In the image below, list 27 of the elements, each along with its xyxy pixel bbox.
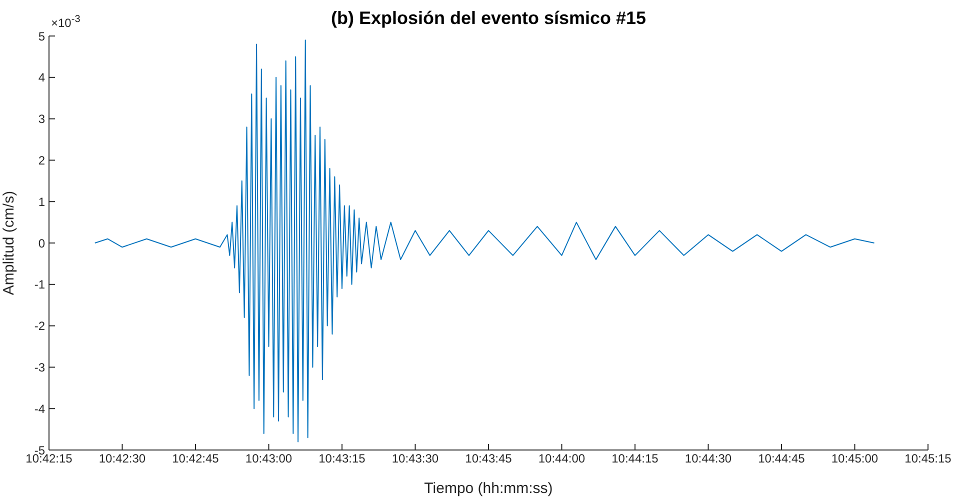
y-tick-label: 1 <box>38 194 46 209</box>
x-tick-label: 10:42:30 <box>98 452 146 466</box>
x-tick-label: 10:43:00 <box>245 452 292 466</box>
x-tick-label: 10:44:45 <box>758 452 806 466</box>
y-tick-label: 3 <box>38 112 46 126</box>
y-tick-label: 4 <box>38 70 46 85</box>
y-tick-label: -2 <box>34 319 46 334</box>
x-tick-label: 10:44:00 <box>538 452 586 466</box>
axis-exponent: ×10$^{-3}$ <box>51 14 80 30</box>
x-tick-label: 10:45:00 <box>831 452 878 466</box>
x-axis-title: Tiempo (hh:mm:ss) <box>424 480 553 497</box>
y-tick-label: -3 <box>34 360 46 374</box>
y-tick-label: 2 <box>38 153 46 168</box>
x-tick-label: 10:44:15 <box>612 452 659 466</box>
y-axis-title: Amplitud (cm/s) <box>0 190 18 296</box>
x-tick-label: 10:43:30 <box>392 452 439 466</box>
y-tick-label: 0 <box>38 236 46 250</box>
x-tick-label: 10:44:30 <box>684 452 732 466</box>
y-tick-label: 5 <box>38 29 46 44</box>
x-tick-label: 10:42:45 <box>172 452 220 466</box>
y-tick-label: -1 <box>34 278 46 292</box>
x-tick-label: 10:45:15 <box>904 452 952 466</box>
y-tick-label: -4 <box>34 402 46 416</box>
line-series <box>94 40 875 442</box>
x-tick-label: 10:43:45 <box>465 452 512 466</box>
x-tick-label: 10:43:15 <box>318 452 366 466</box>
chart-title: (b) Explosión del evento sísmico #15 <box>330 8 646 28</box>
